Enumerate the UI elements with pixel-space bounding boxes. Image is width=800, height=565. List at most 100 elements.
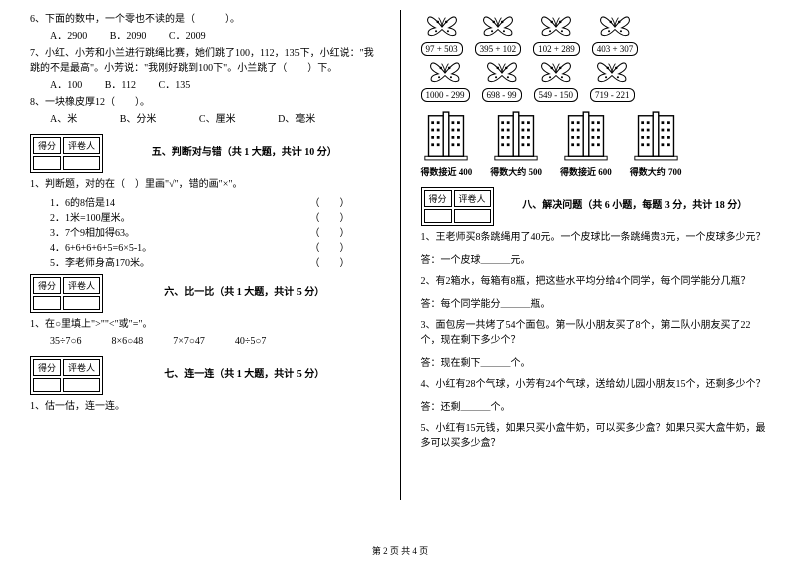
q8-b: B、分米 bbox=[120, 114, 157, 125]
s8-a4: 答：还剩＿＿＿个。 bbox=[421, 400, 771, 415]
paren: （ ） bbox=[310, 224, 350, 239]
page-container: 6、下面的数中，一个零也不读的是（ ）。 A．2900 B．2090 C．200… bbox=[30, 10, 770, 500]
sec5-i3: 3．7个9相加得63。 bbox=[30, 224, 135, 239]
butterfly-item: 1000 - 299 bbox=[421, 60, 470, 102]
s8-q5: 5、小红有15元钱，如果只买小盒牛奶，可以买多少盒？如果只买大盒牛奶，最多可以买… bbox=[421, 421, 771, 451]
butterfly-icon bbox=[598, 14, 632, 40]
score-label: 得分 bbox=[33, 137, 61, 154]
sec7-lead: 1、估一估，连一连。 bbox=[30, 399, 380, 414]
sec5-i1: 1．6的8倍是14 bbox=[30, 194, 115, 209]
q7-c: C．135 bbox=[159, 80, 191, 91]
score-box-6: 得分评卷人 bbox=[30, 274, 103, 313]
sec7-title: 七、连一连（共 1 大题，共计 5 分） bbox=[109, 353, 379, 380]
butterfly-icon bbox=[425, 14, 459, 40]
score-label: 得分 bbox=[424, 190, 452, 207]
score-label: 得分 bbox=[33, 277, 61, 294]
building-icon bbox=[493, 110, 539, 162]
building-item: 得数接近 400 bbox=[421, 110, 473, 178]
expr-box: 395 + 102 bbox=[475, 42, 522, 56]
q6-opts: A．2900 B．2090 C．2009 bbox=[30, 29, 380, 44]
butterfly-icon bbox=[595, 60, 629, 86]
butterfly-icon bbox=[428, 60, 462, 86]
building-row: 得数接近 400 得数大约 500 得数接近 600 得数大约 700 bbox=[421, 110, 771, 178]
building-label: 得数接近 400 bbox=[421, 165, 473, 178]
paren: （ ） bbox=[310, 194, 350, 209]
left-column: 6、下面的数中，一个零也不读的是（ ）。 A．2900 B．2090 C．200… bbox=[30, 10, 380, 500]
q6-b: B．2090 bbox=[110, 31, 147, 42]
q6-c: C．2009 bbox=[169, 31, 206, 42]
sec8-title: 八、解决问题（共 6 小题，每题 3 分，共计 18 分） bbox=[500, 184, 770, 211]
building-item: 得数大约 700 bbox=[630, 110, 682, 178]
building-item: 得数大约 500 bbox=[490, 110, 542, 178]
page-number: 第 2 页 共 4 页 bbox=[0, 544, 800, 557]
q7-a: A．100 bbox=[50, 80, 82, 91]
butterfly-icon bbox=[485, 60, 519, 86]
s8-a3: 答：现在剩下＿＿＿个。 bbox=[421, 356, 771, 371]
grader-label: 评卷人 bbox=[63, 137, 100, 154]
sec6-row: 35÷7○6 8×6○48 7×7○47 40÷5○7 bbox=[30, 334, 380, 349]
s8-a1: 答：一个皮球＿＿＿元。 bbox=[421, 253, 771, 268]
building-icon bbox=[563, 110, 609, 162]
expr-box: 97 + 503 bbox=[421, 42, 463, 56]
q8-d: D、毫米 bbox=[278, 114, 315, 125]
q7: 7、小红、小芳和小兰进行跳绳比赛，她们跳了100，112，135下，小红说："我… bbox=[30, 46, 380, 76]
building-label: 得数大约 700 bbox=[630, 165, 682, 178]
q6-a: A．2900 bbox=[50, 31, 87, 42]
building-label: 得数大约 500 bbox=[490, 165, 542, 178]
s8-q1: 1、王老师买8条跳绳用了40元。一个皮球比一条跳绳贵3元，一个皮球多少元？ bbox=[421, 230, 771, 245]
butterfly-item: 395 + 102 bbox=[475, 14, 522, 56]
sec5-i5: 5．李老师身高170米。 bbox=[30, 254, 150, 269]
building-icon bbox=[423, 110, 469, 162]
expr-box: 719 - 221 bbox=[590, 88, 635, 102]
column-divider bbox=[400, 10, 401, 500]
butterfly-item: 698 - 99 bbox=[482, 60, 522, 102]
butterfly-row-1: 97 + 503 395 + 102 102 + 289 403 + 307 bbox=[421, 14, 771, 56]
s8-a2: 答：每个同学能分＿＿＿瓶。 bbox=[421, 297, 771, 312]
sec5-i2: 2．1米=100厘米。 bbox=[30, 209, 131, 224]
building-label: 得数接近 600 bbox=[560, 165, 612, 178]
paren: （ ） bbox=[310, 254, 350, 269]
s8-q3: 3、面包房一共烤了54个面包。第一队小朋友买了8个，第二队小朋友买了22个，现在… bbox=[421, 318, 771, 348]
right-column: 97 + 503 395 + 102 102 + 289 403 + 307 1000… bbox=[421, 10, 771, 500]
grader-label: 评卷人 bbox=[63, 277, 100, 294]
sec5-i4: 4．6+6+6+6+5=6×5-1。 bbox=[30, 239, 152, 254]
sec6-lead: 1、在○里填上">""<"或"="。 bbox=[30, 317, 380, 332]
butterfly-item: 403 + 307 bbox=[592, 14, 639, 56]
s8-q2: 2、有2箱水，每箱有8瓶，把这些水平均分给4个同学，每个同学能分几瓶？ bbox=[421, 274, 771, 289]
butterfly-item: 719 - 221 bbox=[590, 60, 635, 102]
q8-a: A、米 bbox=[50, 114, 77, 125]
q7-opts: A．100 B．112 C．135 bbox=[30, 78, 380, 93]
q7-b: B．112 bbox=[105, 80, 136, 91]
sec5-lead: 1、判断题，对的在（ ）里画"√"，错的画"×"。 bbox=[30, 177, 380, 192]
butterfly-row-2: 1000 - 299 698 - 99 549 - 150 719 - 221 bbox=[421, 60, 771, 102]
score-box-8: 得分评卷人 bbox=[421, 187, 494, 226]
expr-box: 549 - 150 bbox=[534, 88, 579, 102]
butterfly-item: 97 + 503 bbox=[421, 14, 463, 56]
score-box-7: 得分评卷人 bbox=[30, 356, 103, 395]
paren: （ ） bbox=[310, 209, 350, 224]
sec6-title: 六、比一比（共 1 大题，共计 5 分） bbox=[109, 271, 379, 298]
sec8-header: 得分评卷人 八、解决问题（共 6 小题，每题 3 分，共计 18 分） bbox=[421, 182, 771, 228]
butterfly-icon bbox=[481, 14, 515, 40]
expr-box: 102 + 289 bbox=[533, 42, 580, 56]
q6: 6、下面的数中，一个零也不读的是（ ）。 bbox=[30, 12, 380, 27]
butterfly-item: 549 - 150 bbox=[534, 60, 579, 102]
sec7-header: 得分评卷人 七、连一连（共 1 大题，共计 5 分） bbox=[30, 351, 380, 397]
s8-q4: 4、小红有28个气球，小芳有24个气球，送给幼儿园小朋友15个，还剩多少个？ bbox=[421, 377, 771, 392]
score-box-5: 得分评卷人 bbox=[30, 134, 103, 173]
sec6-header: 得分评卷人 六、比一比（共 1 大题，共计 5 分） bbox=[30, 269, 380, 315]
q8-opts: A、米 B、分米 C、厘米 D、毫米 bbox=[30, 112, 380, 127]
building-icon bbox=[633, 110, 679, 162]
q8: 8、一块橡皮厚12（ ）。 bbox=[30, 95, 380, 110]
expr-box: 698 - 99 bbox=[482, 88, 522, 102]
q8-c: C、厘米 bbox=[199, 114, 236, 125]
expr-box: 1000 - 299 bbox=[421, 88, 470, 102]
paren: （ ） bbox=[310, 239, 350, 254]
butterfly-icon bbox=[539, 60, 573, 86]
sec5-header: 得分评卷人 五、判断对与错（共 1 大题，共计 10 分） bbox=[30, 129, 380, 175]
butterfly-item: 102 + 289 bbox=[533, 14, 580, 56]
expr-box: 403 + 307 bbox=[592, 42, 639, 56]
building-item: 得数接近 600 bbox=[560, 110, 612, 178]
sec5-title: 五、判断对与错（共 1 大题，共计 10 分） bbox=[109, 131, 379, 158]
grader-label: 评卷人 bbox=[63, 359, 100, 376]
